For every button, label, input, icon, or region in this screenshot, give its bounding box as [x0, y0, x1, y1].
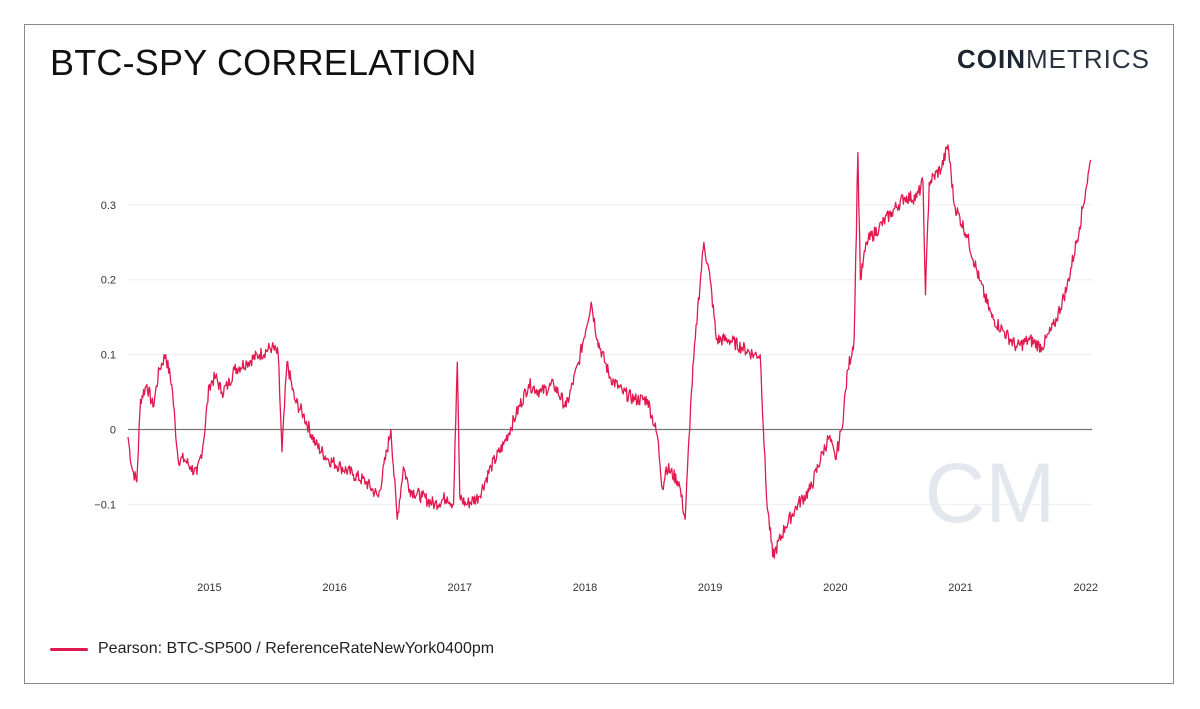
- series-line: [127, 144, 1092, 559]
- watermark-text: CM: [925, 446, 1056, 540]
- y-tick-label: 0: [110, 424, 116, 436]
- brand-logo: COINMETRICS: [957, 44, 1150, 75]
- grid: [128, 204, 1092, 505]
- y-tick-label: 0.3: [101, 200, 116, 212]
- x-tick-label: 2018: [573, 582, 597, 594]
- legend: Pearson: BTC-SP500 / ReferenceRateNewYor…: [50, 640, 494, 658]
- chart-title: BTC-SPY CORRELATION: [50, 42, 477, 83]
- y-axis: −0.1 0 0.1 0.2 0.3: [94, 200, 116, 511]
- series: [127, 144, 1092, 559]
- legend-swatch: [50, 647, 88, 651]
- chart-frame: [24, 24, 1174, 684]
- legend-label: Pearson: BTC-SP500 / ReferenceRateNewYor…: [98, 640, 495, 657]
- x-axis: 2015 2016 2017 2018 2019 2020 2021 2022: [197, 582, 1098, 594]
- watermark: CM: [925, 446, 1056, 540]
- x-tick-label: 2022: [1073, 582, 1097, 594]
- x-tick-label: 2015: [197, 582, 221, 594]
- x-tick-label: 2017: [448, 582, 472, 594]
- brand-metrics: METRICS: [1026, 44, 1150, 74]
- x-tick-label: 2019: [698, 582, 722, 594]
- brand-coin: COIN: [957, 44, 1026, 74]
- y-tick-label: 0.2: [101, 275, 116, 287]
- x-tick-label: 2016: [322, 582, 346, 594]
- y-tick-label: −0.1: [94, 499, 116, 511]
- x-tick-label: 2020: [823, 582, 847, 594]
- x-tick-label: 2021: [948, 582, 972, 594]
- y-tick-label: 0.1: [101, 350, 116, 362]
